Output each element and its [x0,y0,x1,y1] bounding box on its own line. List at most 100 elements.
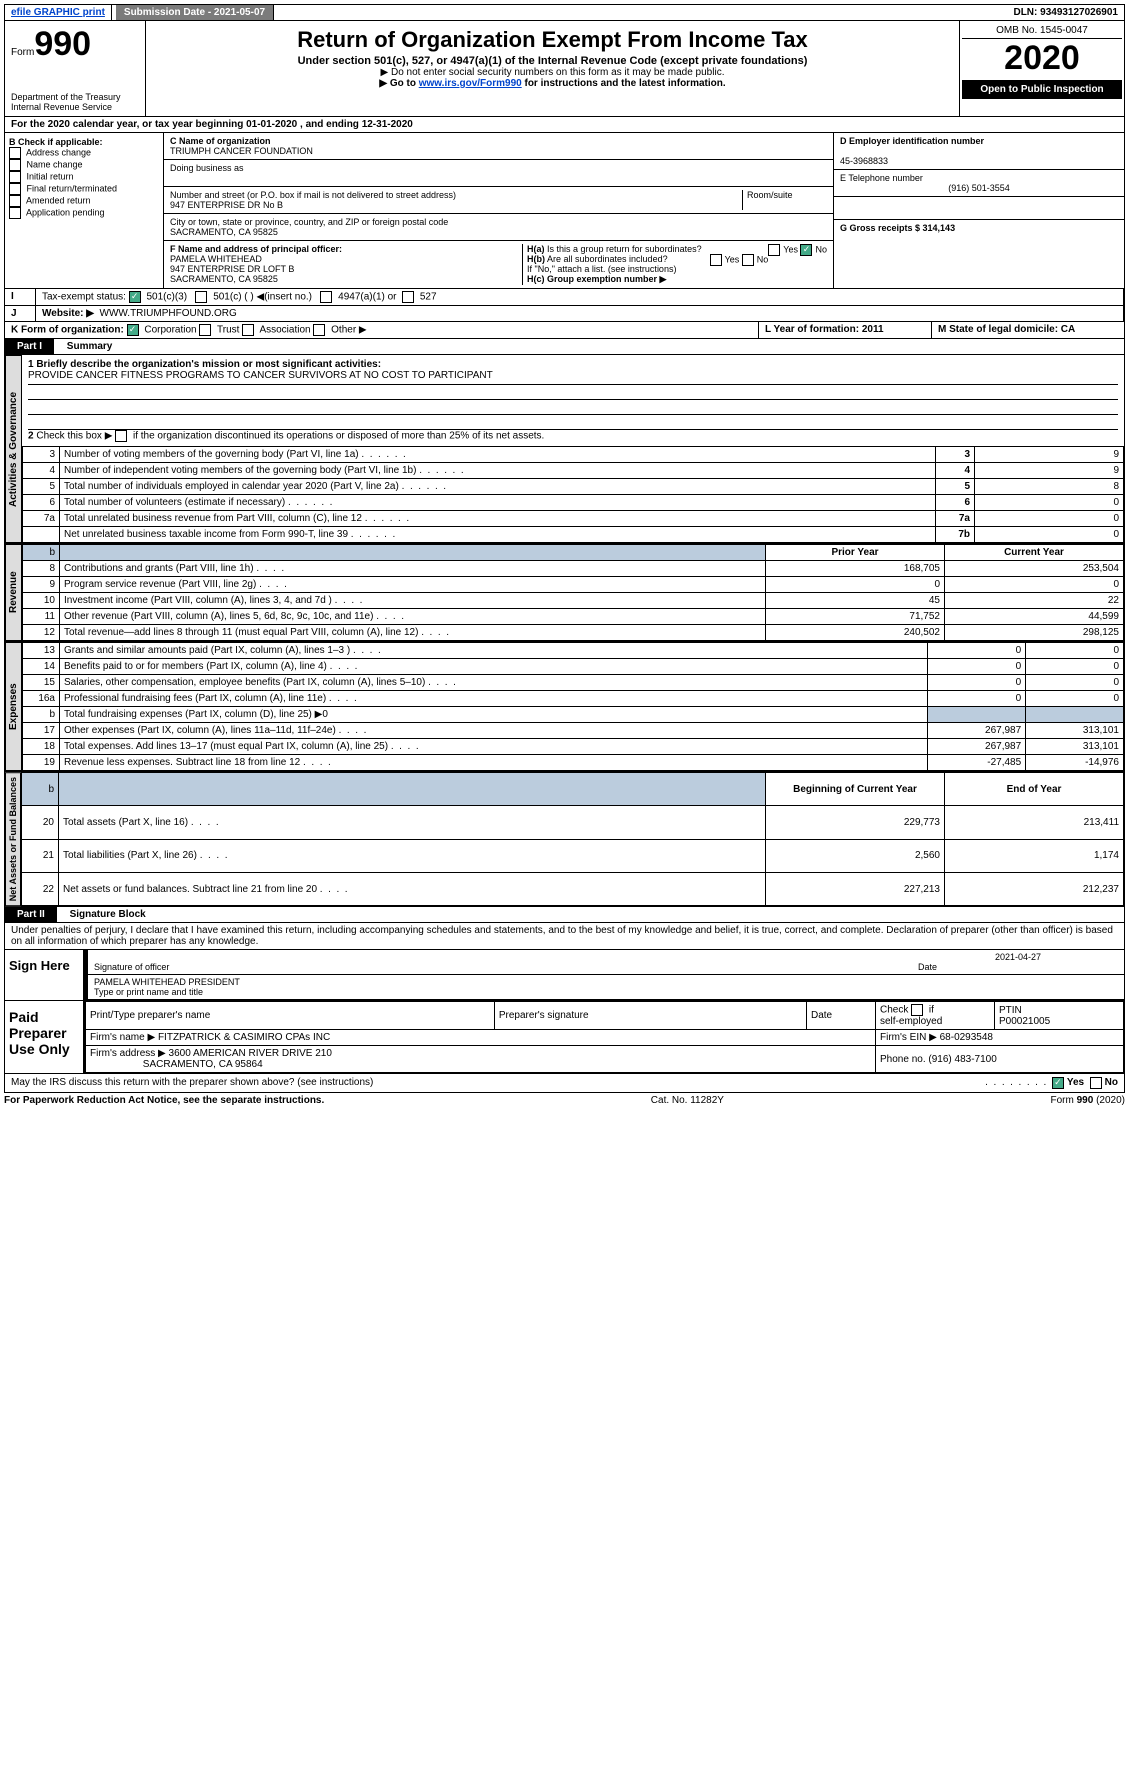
b-opt-check[interactable] [9,207,21,219]
f-label: F Name and address of principal officer: [170,244,518,254]
c-name-label: C Name of organization [170,136,827,146]
discuss-q: May the IRS discuss this return with the… [11,1077,985,1089]
cat-no: Cat. No. 11282Y [651,1095,724,1106]
527-check[interactable] [402,291,414,303]
phone-label: E Telephone number [840,173,1118,183]
b-opt-check[interactable] [9,147,21,159]
website-label: Website: ▶ [42,308,94,319]
submission-date: Submission Date - 2021-05-07 [116,5,274,20]
self-emp-check[interactable] [911,1004,923,1016]
discuss-no[interactable] [1090,1077,1102,1089]
q2: 2 Check this box ▶ if the organization d… [28,430,1118,442]
hb-yes[interactable] [710,254,722,266]
b-opt-check[interactable] [9,195,21,207]
col-d: D Employer identification number 45-39688… [834,133,1124,288]
omb: OMB No. 1545-0047 [962,23,1122,39]
summary-body: Activities & Governance 1 Briefly descri… [4,355,1125,544]
year-formation: L Year of formation: 2011 [765,324,884,335]
ein-label: D Employer identification number [840,136,1118,146]
firm-name-lbl: Firm's name ▶ [90,1032,155,1043]
irs-link[interactable]: www.irs.gov/Form990 [419,78,522,89]
firm-addr2: SACRAMENTO, CA 95864 [143,1059,263,1070]
sign-here: Sign Here Signature of officer 2021-04-2… [4,950,1125,1001]
paid-label: Paid Preparer Use Only [5,1001,85,1073]
top-bar: efile GRAPHIC print Submission Date - 20… [4,4,1125,21]
room-label: Room/suite [742,190,827,210]
part-ii-badge: Part II [5,907,57,922]
ha-no[interactable] [800,244,812,256]
q2-check[interactable] [115,430,127,442]
hc-label: H(c) Group exemption number ▶ [527,274,827,285]
b-opt-check[interactable] [9,183,21,195]
line-j: J Website: ▶ WWW.TRIUMPHFOUND.ORG [4,306,1125,322]
phone: (916) 501-3554 [840,183,1118,193]
hb-label: H(b) [527,254,545,264]
dept: Department of the TreasuryInternal Reven… [11,92,139,112]
paid-preparer: Paid Preparer Use Only Print/Type prepar… [4,1001,1125,1074]
ein: 45-3968833 [840,156,1118,166]
line-klm: K Form of organization: Corporation Trus… [4,322,1125,339]
footer: For Paperwork Reduction Act Notice, see … [4,1093,1125,1108]
corp-check[interactable] [127,324,139,336]
street-label: Number and street (or P.O. box if mail i… [170,190,742,200]
self-emp: Check ifself-employed [876,1002,995,1030]
b-opt-check[interactable] [9,159,21,171]
website: WWW.TRIUMPHFOUND.ORG [100,308,237,319]
firm-phone: (916) 483-7100 [928,1054,996,1065]
street: 947 ENTERPRISE DR No B [170,200,742,210]
firm-ein: 68-0293548 [940,1032,993,1043]
part-ii-header: Part II Signature Block [4,907,1125,923]
netassets-section: Net Assets or Fund Balances bBeginning o… [4,772,1125,907]
form-header: Form990 Department of the TreasuryIntern… [4,21,1125,117]
city-label: City or town, state or province, country… [170,217,827,227]
501c3-check[interactable] [129,291,141,303]
subtitle-2: Do not enter social security numbers on … [154,67,951,78]
gross-receipts: G Gross receipts $ 314,143 [834,220,1124,236]
assoc-check[interactable] [242,324,254,336]
officer-addr2: SACRAMENTO, CA 95825 [170,274,518,284]
officer-signature[interactable]: Signature of officer [88,950,912,975]
dln: DLN: 93493127026901 [1007,5,1124,20]
vlabel-expenses: Expenses [5,642,22,771]
prep-name-hdr: Print/Type preparer's name [86,1002,495,1030]
other-check[interactable] [313,324,325,336]
firm-phone-lbl: Phone no. [880,1054,926,1065]
dba-label: Doing business as [170,163,827,173]
discuss-yes[interactable] [1052,1077,1064,1089]
officer-name: PAMELA WHITEHEAD [170,254,518,264]
officer-addr1: 947 ENTERPRISE DR LOFT B [170,264,518,274]
ptin-cell: PTINP00021005 [995,1002,1124,1030]
open-inspection: Open to Public Inspection [962,80,1122,99]
hb-note: If "No," attach a list. (see instruction… [527,264,827,274]
efile-link[interactable]: efile GRAPHIC print [5,5,112,20]
part-i-badge: Part I [5,339,54,354]
prep-date-hdr: Date [807,1002,876,1030]
form-title: Return of Organization Exempt From Incom… [154,27,951,53]
part-i-header: Part I Summary [4,339,1125,355]
form-ref: Form 990 (2020) [1051,1095,1125,1106]
trust-check[interactable] [199,324,211,336]
ha-yes[interactable] [768,244,780,256]
subtitle-1: Under section 501(c), 527, or 4947(a)(1)… [154,55,951,67]
col-c: C Name of organizationTRIUMPH CANCER FOU… [164,133,834,288]
b-opt-check[interactable] [9,171,21,183]
col-b: B Check if applicable: Address change Na… [5,133,164,288]
discuss-row: May the IRS discuss this return with the… [4,1074,1125,1093]
form-label: Form [11,47,34,58]
firm-addr1: 3600 AMERICAN RIVER DRIVE 210 [169,1048,332,1059]
table-revenue: bPrior YearCurrent Year8Contributions an… [22,544,1124,641]
firm-ein-lbl: Firm's EIN ▶ [880,1032,937,1043]
hb-no[interactable] [742,254,754,266]
subtitle-3: Go to www.irs.gov/Form990 for instructio… [154,78,951,89]
city: SACRAMENTO, CA 95825 [170,227,827,237]
line-i: I Tax-exempt status: 501(c)(3) 501(c) ( … [4,289,1125,306]
section-bcd: B Check if applicable: Address change Na… [4,133,1125,289]
q1: 1 Briefly describe the organization's mi… [28,359,1118,370]
4947-check[interactable] [320,291,332,303]
b-label: B Check if applicable: [9,137,159,147]
501c-check[interactable] [195,291,207,303]
officer-typed-name: PAMELA WHITEHEAD PRESIDENTType or print … [88,975,1124,1000]
vlabel-governance: Activities & Governance [5,355,22,543]
sign-date: 2021-04-27Date [912,950,1124,975]
tax-year: 2020 [962,39,1122,78]
